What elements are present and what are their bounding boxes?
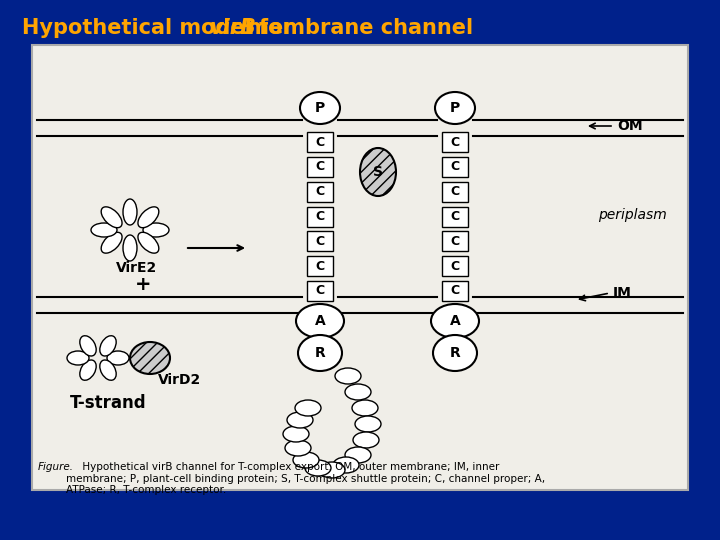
Text: C: C xyxy=(451,285,459,298)
Ellipse shape xyxy=(296,304,344,338)
Ellipse shape xyxy=(138,232,159,253)
Bar xyxy=(307,181,333,201)
Text: C: C xyxy=(451,185,459,198)
Ellipse shape xyxy=(431,304,479,338)
Ellipse shape xyxy=(80,360,96,380)
Text: C: C xyxy=(315,160,325,173)
Text: OM: OM xyxy=(617,119,643,133)
Bar xyxy=(442,281,468,301)
Text: C: C xyxy=(315,285,325,298)
Ellipse shape xyxy=(293,452,319,468)
Text: C: C xyxy=(315,136,325,148)
Text: C: C xyxy=(315,185,325,198)
Text: C: C xyxy=(451,136,459,148)
Ellipse shape xyxy=(335,368,361,384)
Text: Figure: Figure xyxy=(38,462,71,472)
Text: S: S xyxy=(373,165,383,179)
Bar xyxy=(307,281,333,301)
Bar xyxy=(442,231,468,251)
Text: +: + xyxy=(135,274,151,294)
Bar xyxy=(32,45,688,490)
Text: T-strand: T-strand xyxy=(70,394,147,412)
Ellipse shape xyxy=(295,400,321,416)
Bar xyxy=(442,256,468,276)
Text: A: A xyxy=(449,314,460,328)
Bar xyxy=(307,256,333,276)
Ellipse shape xyxy=(102,232,122,253)
Text: C: C xyxy=(451,210,459,223)
Text: C: C xyxy=(315,210,325,223)
Ellipse shape xyxy=(123,199,137,225)
Ellipse shape xyxy=(345,447,371,463)
Ellipse shape xyxy=(143,223,169,237)
Text: IM: IM xyxy=(613,286,632,300)
Text: membrane channel: membrane channel xyxy=(240,18,473,38)
Ellipse shape xyxy=(102,207,122,228)
Ellipse shape xyxy=(130,342,170,374)
Text: C: C xyxy=(451,235,459,248)
Ellipse shape xyxy=(138,207,159,228)
Ellipse shape xyxy=(433,335,477,371)
Text: virB: virB xyxy=(210,18,257,38)
Text: VirE2: VirE2 xyxy=(116,261,157,275)
Ellipse shape xyxy=(353,432,379,448)
Ellipse shape xyxy=(123,235,137,261)
Text: R: R xyxy=(315,346,325,360)
Bar xyxy=(307,231,333,251)
Ellipse shape xyxy=(67,351,89,365)
Bar xyxy=(442,206,468,226)
Ellipse shape xyxy=(91,223,117,237)
Text: .   Hypothetical virB channel for T-complex export. OM, outer membrane; IM, inne: . Hypothetical virB channel for T-comple… xyxy=(66,462,545,495)
Text: A: A xyxy=(315,314,325,328)
Text: R: R xyxy=(449,346,460,360)
Ellipse shape xyxy=(355,416,381,432)
Bar xyxy=(307,206,333,226)
Ellipse shape xyxy=(107,351,129,365)
Text: C: C xyxy=(315,260,325,273)
Ellipse shape xyxy=(283,426,309,442)
Text: Hypothetical model for: Hypothetical model for xyxy=(22,18,300,38)
Bar xyxy=(307,132,333,152)
Ellipse shape xyxy=(435,92,475,124)
Bar xyxy=(442,157,468,177)
Ellipse shape xyxy=(352,400,378,416)
Ellipse shape xyxy=(80,336,96,356)
Ellipse shape xyxy=(319,462,345,478)
Text: P: P xyxy=(315,101,325,115)
Text: C: C xyxy=(451,160,459,173)
Text: periplasm: periplasm xyxy=(598,208,667,222)
Ellipse shape xyxy=(287,412,313,428)
Ellipse shape xyxy=(345,384,371,400)
Ellipse shape xyxy=(100,336,116,356)
Bar xyxy=(442,132,468,152)
Bar xyxy=(442,181,468,201)
Ellipse shape xyxy=(360,148,396,196)
Text: VirD2: VirD2 xyxy=(158,373,202,387)
Text: C: C xyxy=(451,260,459,273)
Ellipse shape xyxy=(298,335,342,371)
Ellipse shape xyxy=(100,360,116,380)
Ellipse shape xyxy=(333,457,359,473)
Ellipse shape xyxy=(305,460,331,476)
Text: C: C xyxy=(315,235,325,248)
Text: P: P xyxy=(450,101,460,115)
Ellipse shape xyxy=(285,440,311,456)
Ellipse shape xyxy=(300,92,340,124)
Bar xyxy=(307,157,333,177)
